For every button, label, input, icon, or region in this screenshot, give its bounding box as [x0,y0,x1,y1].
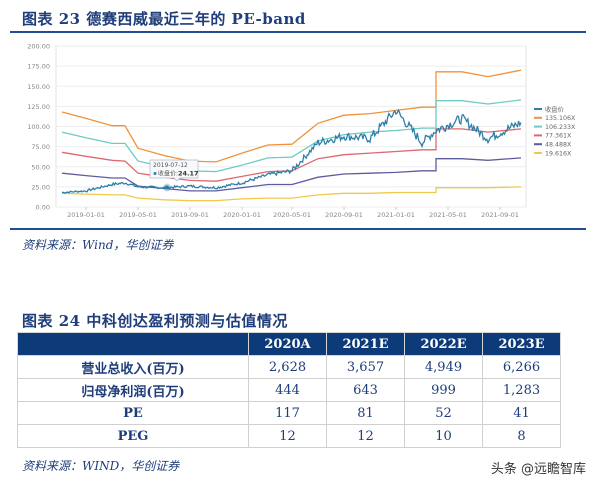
svg-text:0.00: 0.00 [36,204,50,212]
pe-band-chart: 0.00 25.00 50.00 75.00 100.00 125.00 150.00 175… [0,38,600,223]
table-cell: 8 [482,424,561,448]
svg-text:25.00: 25.00 [31,183,50,191]
header-cell [17,332,249,356]
table-cell: 3,657 [326,355,405,379]
chart-svg: 0.00 25.00 50.00 75.00 100.00 125.00 150.00 175… [27,43,576,220]
svg-text:2021-01-01: 2021-01-01 [377,211,415,219]
table-cell: 12 [326,424,405,448]
table-cell: 81 [326,401,405,425]
svg-text:175.00: 175.00 [27,63,50,71]
svg-text:2019-07-12: 2019-07-12 [153,162,188,169]
table-row: PEG 12 12 10 8 [17,424,561,448]
title-rule [10,31,586,33]
table-cell: 117 [248,401,327,425]
chart-series [61,69,522,202]
table-cell: 1,283 [482,378,561,402]
table-cell: 643 [326,378,405,402]
source-rule [10,228,586,230]
svg-text:24.17: 24.17 [178,170,199,178]
figure-24-source: 资料来源：WIND，华创证券 [22,459,180,473]
table-cell: 41 [482,401,561,425]
y-axis-ticks: 0.00 25.00 50.00 75.00 100.00 125.00 150.00 175… [27,43,50,212]
row-label: PE [17,401,249,425]
table-cell: 52 [404,401,483,425]
svg-text:收盘价: 收盘价 [545,104,565,113]
row-label: 营业总收入(百万) [17,355,249,379]
svg-text:2019-01-01: 2019-01-01 [67,211,105,219]
figure-24-title: 图表 24 中科创达盈利预测与估值情况 [22,312,288,330]
table-row: PE 117 81 52 41 [17,401,561,425]
table-header-row: 2020A 2021E 2022E 2023E [17,332,561,356]
header-cell: 2022E [404,332,483,356]
x-axis-ticks: 2019-01-01 2019-05-01 2019-09-01 2020-01-01… [67,207,519,219]
watermark: 头条 @远瞻智库 [490,462,586,477]
svg-text:100.00: 100.00 [27,123,50,131]
svg-text:2020-05-01: 2020-05-01 [273,211,311,219]
table-cell: 10 [404,424,483,448]
svg-text:2020-01-01: 2020-01-01 [223,211,261,219]
table-row: 归母净利润(百万) 444 643 999 1,283 [17,378,561,402]
svg-text:125.00: 125.00 [27,103,50,111]
svg-text:2021-05-01: 2021-05-01 [429,211,467,219]
svg-text:50.00: 50.00 [31,163,50,171]
table-cell: 12 [248,424,327,448]
svg-text:收盘价:: 收盘价: [158,170,178,178]
svg-text:135.106X: 135.106X [545,115,576,122]
svg-text:77.361X: 77.361X [545,133,572,140]
table-row: 营业总收入(百万) 2,628 3,657 4,949 6,266 [17,355,561,379]
svg-text:75.00: 75.00 [31,143,50,151]
table-cell: 4,949 [404,355,483,379]
header-cell: 2023E [482,332,561,356]
svg-text:2021-09-01: 2021-09-01 [481,211,519,219]
svg-text:2019-09-01: 2019-09-01 [171,211,209,219]
table-cell: 444 [248,378,327,402]
row-label: PEG [17,424,249,448]
svg-text:48.488X: 48.488X [545,142,572,149]
svg-text:150.00: 150.00 [27,83,50,91]
svg-text:19.616X: 19.616X [545,150,572,157]
figure-23-title: 图表 23 德赛西威最近三年的 PE-band [22,10,306,28]
svg-text:106.233X: 106.233X [545,124,576,131]
figure-23-source: 资料来源：Wind，华创证券 [22,238,174,252]
forecast-table: 2020A 2021E 2022E 2023E 营业总收入(百万) 2,628 … [17,332,561,448]
table-cell: 6,266 [482,355,561,379]
header-cell: 2020A [248,332,327,356]
svg-text:2019-05-01: 2019-05-01 [119,211,157,219]
header-cell: 2021E [326,332,405,356]
table-cell: 999 [404,378,483,402]
svg-text:200.00: 200.00 [27,43,50,51]
row-label: 归母净利润(百万) [17,378,249,402]
svg-text:2020-09-01: 2020-09-01 [325,211,363,219]
table-cell: 2,628 [248,355,327,379]
